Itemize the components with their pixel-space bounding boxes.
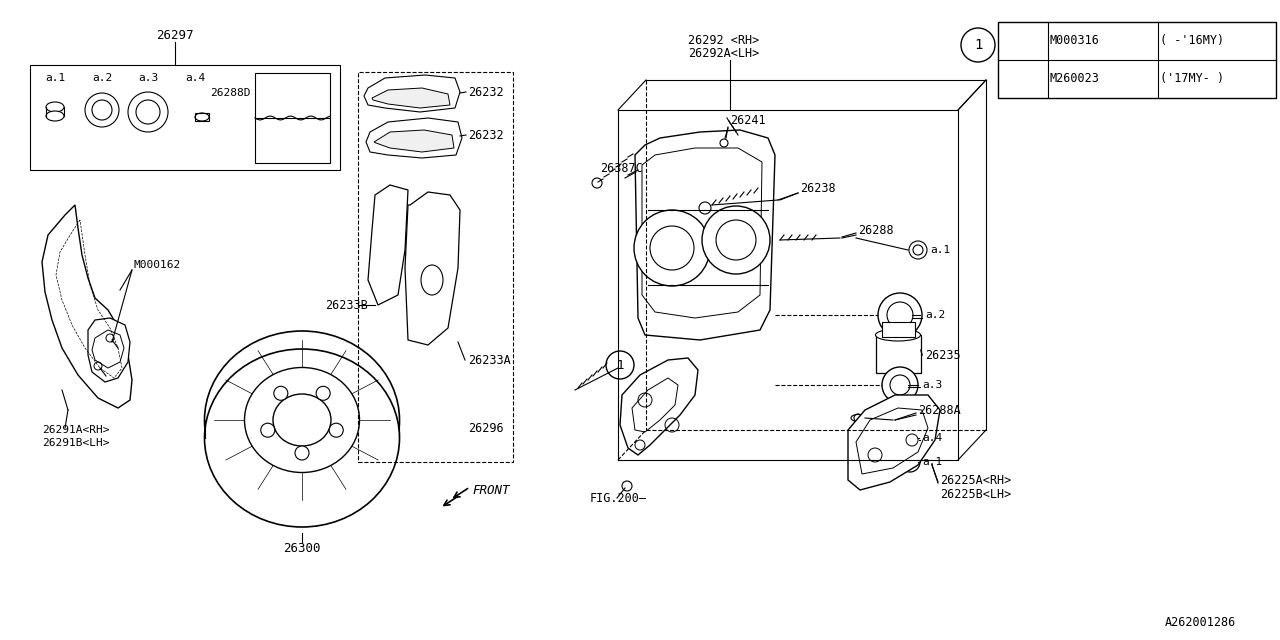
Text: a.1: a.1 bbox=[931, 245, 950, 255]
Text: 26300: 26300 bbox=[283, 541, 321, 554]
Ellipse shape bbox=[46, 111, 64, 121]
Polygon shape bbox=[364, 75, 460, 112]
Text: a.2: a.2 bbox=[92, 73, 113, 83]
Text: a.2: a.2 bbox=[925, 310, 945, 320]
Text: a.4: a.4 bbox=[922, 433, 942, 443]
Circle shape bbox=[294, 446, 308, 460]
Text: ( -'16MY): ( -'16MY) bbox=[1160, 33, 1224, 47]
Circle shape bbox=[882, 367, 918, 403]
Polygon shape bbox=[849, 395, 940, 490]
Text: FRONT: FRONT bbox=[472, 483, 509, 497]
Bar bbox=[29, 65, 340, 170]
Text: 26225A<RH>: 26225A<RH> bbox=[940, 474, 1011, 486]
Text: 26291B<LH>: 26291B<LH> bbox=[42, 438, 110, 448]
Circle shape bbox=[274, 387, 288, 400]
Ellipse shape bbox=[273, 394, 332, 446]
Text: a.1: a.1 bbox=[45, 73, 65, 83]
Polygon shape bbox=[635, 130, 774, 340]
Text: FIG.200—: FIG.200— bbox=[590, 492, 646, 504]
Text: 26241: 26241 bbox=[730, 113, 765, 127]
Text: M000316: M000316 bbox=[1050, 33, 1100, 47]
Text: 26288D: 26288D bbox=[210, 88, 251, 98]
Text: 26296: 26296 bbox=[468, 422, 503, 435]
Ellipse shape bbox=[205, 331, 399, 509]
Text: 26233B: 26233B bbox=[325, 298, 367, 312]
Circle shape bbox=[634, 210, 710, 286]
Text: 26235: 26235 bbox=[925, 349, 960, 362]
Text: 26232: 26232 bbox=[468, 129, 503, 141]
Circle shape bbox=[909, 241, 927, 259]
Text: 26288: 26288 bbox=[858, 223, 893, 237]
Polygon shape bbox=[42, 205, 132, 408]
Text: a.4: a.4 bbox=[184, 73, 205, 83]
Circle shape bbox=[316, 387, 330, 400]
Text: 26238: 26238 bbox=[800, 182, 836, 195]
Polygon shape bbox=[643, 148, 762, 318]
Text: 26292A<LH>: 26292A<LH> bbox=[689, 47, 759, 60]
Text: a.1: a.1 bbox=[922, 457, 942, 467]
Ellipse shape bbox=[205, 349, 399, 527]
Text: 26232: 26232 bbox=[468, 86, 503, 99]
Text: 26292 <RH>: 26292 <RH> bbox=[689, 33, 759, 47]
Polygon shape bbox=[856, 408, 928, 474]
Polygon shape bbox=[620, 358, 698, 455]
Circle shape bbox=[878, 293, 922, 337]
Text: A262001286: A262001286 bbox=[1165, 616, 1235, 628]
Circle shape bbox=[329, 423, 343, 437]
Circle shape bbox=[901, 429, 919, 447]
Text: 1: 1 bbox=[974, 38, 982, 52]
Circle shape bbox=[650, 226, 694, 270]
Bar bbox=[882, 322, 915, 337]
Ellipse shape bbox=[876, 329, 920, 341]
Bar bbox=[998, 22, 1276, 98]
Bar bbox=[195, 113, 209, 121]
Text: 26233A: 26233A bbox=[468, 353, 511, 367]
Polygon shape bbox=[366, 118, 462, 158]
Circle shape bbox=[261, 423, 275, 437]
Text: M260023: M260023 bbox=[1050, 72, 1100, 84]
Bar bbox=[876, 335, 922, 373]
Text: a.3: a.3 bbox=[138, 73, 159, 83]
Text: 26288A: 26288A bbox=[918, 403, 961, 417]
Bar bbox=[255, 73, 330, 163]
Circle shape bbox=[701, 206, 771, 274]
Ellipse shape bbox=[851, 415, 865, 422]
Text: 26291A<RH>: 26291A<RH> bbox=[42, 425, 110, 435]
Polygon shape bbox=[92, 330, 124, 368]
Polygon shape bbox=[632, 378, 678, 432]
Polygon shape bbox=[374, 130, 454, 152]
Text: a.3: a.3 bbox=[922, 380, 942, 390]
Text: 26297: 26297 bbox=[156, 29, 193, 42]
Ellipse shape bbox=[421, 265, 443, 295]
Text: M000162: M000162 bbox=[133, 260, 180, 270]
Text: 26225B<LH>: 26225B<LH> bbox=[940, 488, 1011, 500]
Text: 1: 1 bbox=[616, 358, 623, 371]
Bar bbox=[358, 72, 513, 462]
Polygon shape bbox=[404, 192, 460, 345]
Circle shape bbox=[716, 220, 756, 260]
Ellipse shape bbox=[46, 102, 64, 112]
Polygon shape bbox=[88, 318, 131, 382]
Circle shape bbox=[900, 452, 920, 472]
Text: ('17MY- ): ('17MY- ) bbox=[1160, 72, 1224, 84]
Polygon shape bbox=[369, 185, 408, 305]
Polygon shape bbox=[372, 88, 451, 108]
Text: 26387C: 26387C bbox=[600, 161, 643, 175]
Ellipse shape bbox=[244, 367, 360, 472]
